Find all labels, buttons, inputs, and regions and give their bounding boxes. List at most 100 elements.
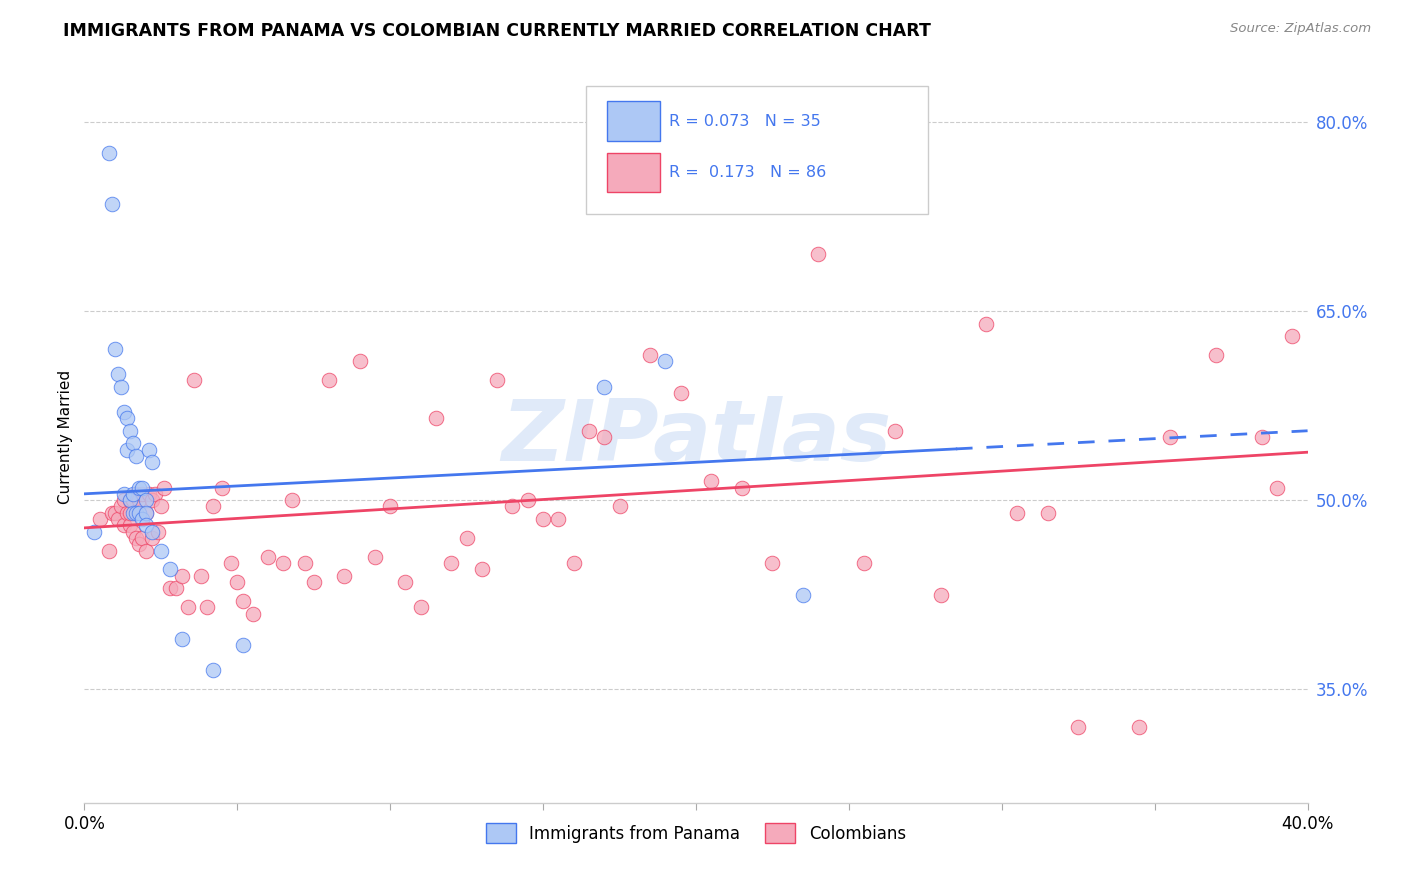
Point — [120, 506, 142, 520]
Point — [107, 367, 129, 381]
Point — [125, 531, 148, 545]
Point — [112, 487, 135, 501]
Point — [149, 500, 172, 514]
Point — [128, 481, 150, 495]
Point — [219, 556, 242, 570]
Point — [131, 512, 153, 526]
Text: IMMIGRANTS FROM PANAMA VS COLOMBIAN CURRENTLY MARRIED CORRELATION CHART: IMMIGRANTS FROM PANAMA VS COLOMBIAN CURR… — [63, 22, 931, 40]
Point — [232, 594, 254, 608]
Point — [107, 512, 129, 526]
Point — [654, 354, 676, 368]
Point — [89, 512, 111, 526]
Point — [131, 487, 153, 501]
Point — [97, 146, 120, 161]
Point — [122, 524, 145, 539]
Point — [135, 506, 157, 520]
Text: R = 0.073   N = 35: R = 0.073 N = 35 — [669, 113, 821, 128]
FancyBboxPatch shape — [606, 102, 661, 141]
Point — [112, 518, 135, 533]
Point — [135, 493, 157, 508]
Point — [531, 512, 554, 526]
Point — [409, 600, 432, 615]
Point — [1265, 481, 1288, 495]
Point — [1005, 506, 1028, 520]
Point — [122, 506, 145, 520]
Point — [516, 493, 538, 508]
Point — [792, 588, 814, 602]
Point — [131, 481, 153, 495]
Point — [110, 379, 132, 393]
Point — [1159, 430, 1181, 444]
Point — [153, 481, 176, 495]
Point — [593, 430, 616, 444]
Point — [125, 487, 148, 501]
Point — [115, 442, 138, 457]
Point — [502, 500, 524, 514]
Point — [281, 493, 304, 508]
Point — [190, 569, 212, 583]
Point — [128, 493, 150, 508]
Point — [211, 481, 233, 495]
Point — [547, 512, 569, 526]
Point — [101, 196, 124, 211]
Point — [165, 582, 187, 596]
Point — [578, 424, 600, 438]
Point — [700, 474, 723, 488]
Point — [471, 562, 494, 576]
Point — [1128, 720, 1150, 734]
Point — [318, 373, 340, 387]
FancyBboxPatch shape — [586, 86, 928, 214]
Point — [333, 569, 356, 583]
Text: ZIPatlas: ZIPatlas — [501, 395, 891, 479]
Point — [115, 411, 138, 425]
Point — [226, 575, 249, 590]
Point — [364, 549, 387, 564]
Point — [125, 506, 148, 520]
Point — [122, 493, 145, 508]
Point — [122, 436, 145, 450]
Point — [112, 493, 135, 508]
Point — [146, 524, 169, 539]
Point — [120, 493, 142, 508]
Point — [104, 342, 127, 356]
Point — [128, 506, 150, 520]
Point — [110, 500, 132, 514]
Point — [853, 556, 876, 570]
Point — [1205, 348, 1227, 362]
Point — [141, 531, 163, 545]
Text: Source: ZipAtlas.com: Source: ZipAtlas.com — [1230, 22, 1371, 36]
Point — [1036, 506, 1059, 520]
Point — [294, 556, 316, 570]
Point — [97, 543, 120, 558]
Y-axis label: Currently Married: Currently Married — [58, 370, 73, 504]
Point — [159, 562, 181, 576]
Point — [143, 487, 166, 501]
FancyBboxPatch shape — [606, 153, 661, 192]
Point — [141, 493, 163, 508]
Point — [141, 455, 163, 469]
Point — [1281, 329, 1303, 343]
Point — [125, 449, 148, 463]
Point — [159, 582, 181, 596]
Point — [120, 518, 142, 533]
Point — [201, 664, 224, 678]
Point — [242, 607, 264, 621]
Point — [883, 424, 905, 438]
Point — [135, 543, 157, 558]
Point — [122, 487, 145, 501]
Point — [807, 247, 830, 261]
Point — [456, 531, 478, 545]
Point — [976, 317, 998, 331]
Point — [135, 506, 157, 520]
Point — [195, 600, 218, 615]
Point — [394, 575, 416, 590]
Point — [112, 405, 135, 419]
Text: R =  0.173   N = 86: R = 0.173 N = 86 — [669, 165, 827, 180]
Point — [135, 518, 157, 533]
Point — [131, 531, 153, 545]
Point — [669, 386, 692, 401]
Point — [128, 537, 150, 551]
Point — [141, 524, 163, 539]
Point — [929, 588, 952, 602]
Point — [486, 373, 509, 387]
